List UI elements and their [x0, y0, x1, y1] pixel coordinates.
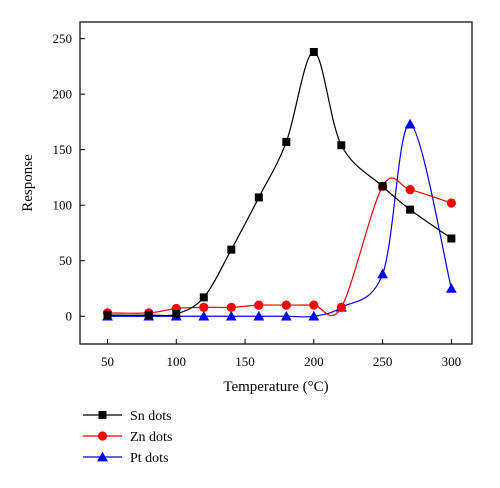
data-point [282, 137, 291, 146]
data-point [336, 302, 346, 312]
data-point [281, 300, 291, 310]
series-pt-dots [102, 118, 457, 321]
data-point [254, 300, 264, 310]
data-point [280, 310, 292, 321]
x-tick-label: 100 [167, 354, 187, 369]
data-point [447, 234, 456, 243]
data-point [309, 300, 319, 310]
legend-marker [97, 431, 108, 441]
data-point [377, 268, 388, 279]
data-point [308, 310, 320, 321]
data-point [103, 311, 112, 320]
data-point [404, 118, 416, 129]
x-axis-title: Temperature (°C) [223, 379, 328, 395]
data-point [199, 293, 208, 302]
data-point [309, 47, 318, 56]
data-point [253, 310, 265, 321]
legend-label: Zn dots [130, 430, 172, 445]
data-point [445, 283, 457, 293]
data-point [254, 193, 263, 202]
series-line [107, 123, 452, 318]
y-tick-label: 50 [59, 253, 72, 268]
legend-label: Pt dots [130, 451, 169, 466]
plot-frame [79, 21, 473, 345]
data-point [405, 185, 415, 195]
y-tick-label: 250 [53, 31, 73, 46]
series-layer [102, 47, 457, 321]
series-zn-dots [102, 177, 456, 318]
x-tick-label: 300 [442, 354, 462, 369]
series-line [107, 51, 452, 317]
data-point [406, 205, 415, 214]
data-point [226, 302, 236, 312]
data-point [199, 302, 209, 312]
data-point [378, 182, 387, 191]
y-tick-label: 200 [53, 87, 73, 102]
data-point [172, 310, 181, 319]
y-axis-title: Response [20, 154, 36, 212]
legend-marker [97, 451, 108, 462]
legend-label: Sn dots [130, 409, 172, 424]
x-tick-label: 150 [235, 354, 255, 369]
data-point [198, 310, 210, 321]
axes: 50 100 150 200 250 300 0 50 100 150 200 250 [53, 31, 462, 369]
data-point [337, 141, 346, 150]
data-point [227, 245, 236, 254]
legend-marker [98, 411, 107, 419]
legend-item: Sn dots [83, 409, 172, 424]
y-tick-label: 0 [66, 309, 73, 324]
legend-item: Pt dots [83, 451, 169, 466]
x-tick-label: 250 [373, 354, 393, 369]
legend-item: Zn dots [83, 430, 172, 445]
y-tick-label: 150 [53, 142, 73, 157]
y-tick-label: 100 [53, 198, 73, 213]
data-point [225, 310, 237, 321]
series-sn-dots [103, 47, 456, 320]
x-tick-label: 200 [304, 354, 324, 369]
data-point [144, 311, 153, 320]
legend: Sn dots Zn dots Pt dots [83, 409, 172, 466]
x-tick-label: 50 [101, 354, 114, 369]
data-point [446, 198, 456, 208]
series-line [107, 177, 452, 317]
